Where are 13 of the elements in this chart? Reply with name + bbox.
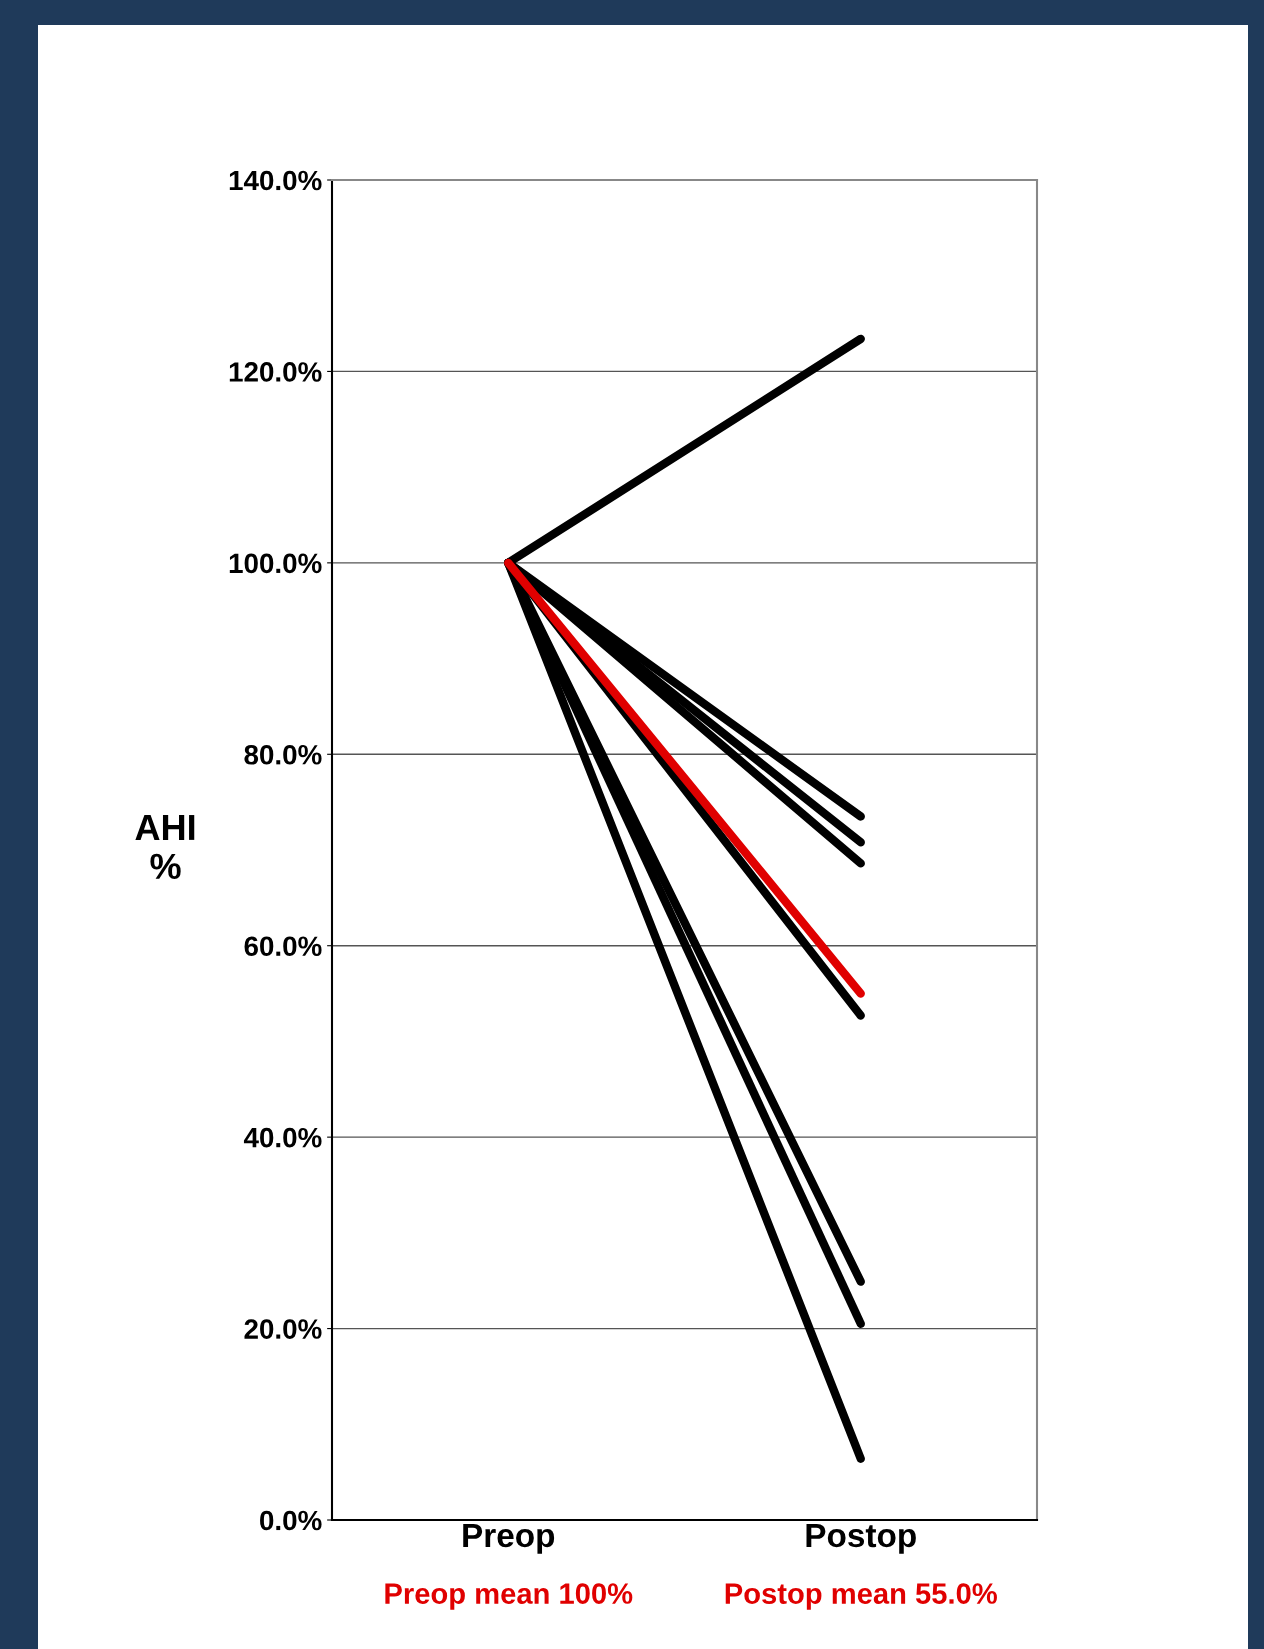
- y-tick-label: 100.0%: [229, 553, 322, 574]
- y-tick-label: 20.0%: [244, 1319, 322, 1339]
- y-tick-label: 140.0%: [229, 170, 322, 191]
- text: Preop mean 100%: [385, 1583, 633, 1610]
- x-tick-label: Preop: [463, 1524, 555, 1554]
- y-axis-title: AHI %: [135, 815, 195, 880]
- y-tick-label: 80.0%: [244, 744, 322, 765]
- y-tick-label: 60.0%: [244, 936, 322, 957]
- y-tick-label: 120.0%: [229, 362, 322, 382]
- y-tick-label: 0.0%: [260, 1510, 322, 1531]
- y-tick-label: 40.0%: [243, 1127, 322, 1148]
- x-tick-label: Postop: [806, 1524, 916, 1554]
- text: Postop mean 55.0%: [725, 1583, 997, 1610]
